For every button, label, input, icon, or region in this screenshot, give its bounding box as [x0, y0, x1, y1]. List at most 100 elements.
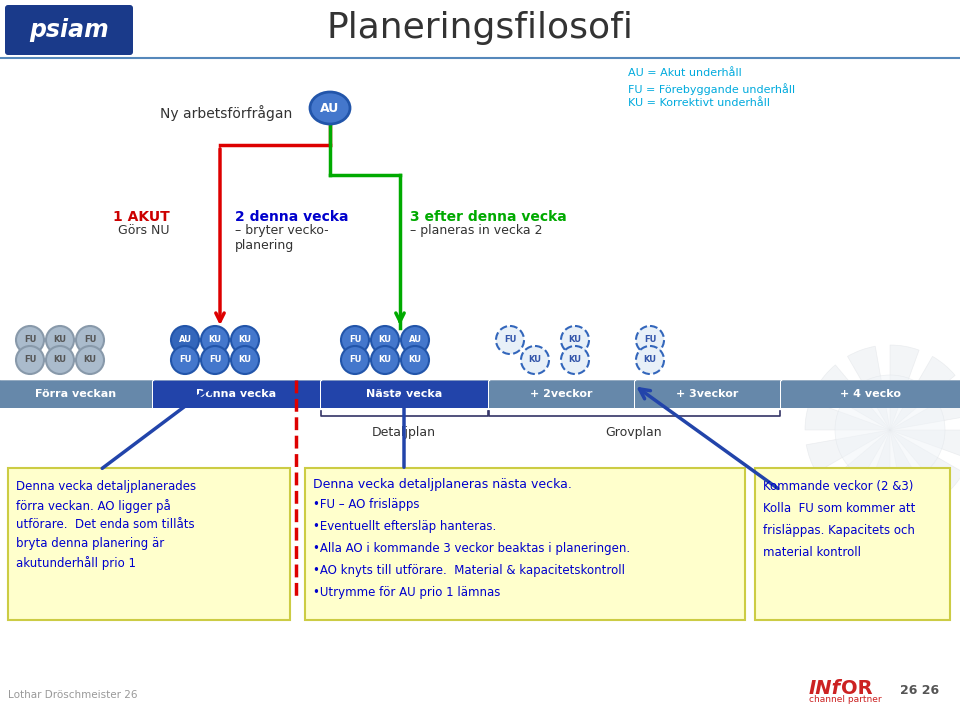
Text: – planeras in vecka 2: – planeras in vecka 2 — [410, 224, 542, 237]
Text: Denna vecka detaljplanerades: Denna vecka detaljplanerades — [16, 480, 196, 493]
Text: KU: KU — [378, 356, 392, 364]
Text: AU = Akut underhåll: AU = Akut underhåll — [628, 68, 742, 78]
Wedge shape — [806, 430, 890, 472]
Text: channel partner: channel partner — [808, 696, 881, 704]
Text: KU: KU — [238, 356, 252, 364]
Text: FU: FU — [24, 336, 36, 344]
Text: KU: KU — [643, 356, 657, 364]
Text: KU: KU — [378, 336, 392, 344]
Text: Kommande veckor (2 &3): Kommande veckor (2 &3) — [763, 480, 913, 493]
Circle shape — [835, 375, 945, 485]
Wedge shape — [890, 356, 955, 430]
Text: KU: KU — [409, 356, 421, 364]
Text: Denna vecka detaljplaneras nästa vecka.: Denna vecka detaljplaneras nästa vecka. — [313, 478, 572, 491]
Circle shape — [371, 346, 399, 374]
Circle shape — [16, 326, 44, 354]
Text: Ny arbetsförfrågan: Ny arbetsförfrågan — [160, 105, 292, 121]
Text: Denna vecka: Denna vecka — [197, 389, 276, 399]
Bar — [635, 380, 780, 408]
Text: bryta denna planering är: bryta denna planering är — [16, 537, 164, 550]
Text: frisläppas. Kapacitets och: frisläppas. Kapacitets och — [763, 524, 915, 537]
Circle shape — [636, 326, 664, 354]
Wedge shape — [890, 430, 932, 514]
Wedge shape — [848, 346, 890, 430]
Bar — [153, 380, 320, 408]
Text: – bryter vecko-
planering: – bryter vecko- planering — [235, 224, 328, 252]
Text: KU = Korrektivt underhåll: KU = Korrektivt underhåll — [628, 98, 770, 108]
Text: Förra veckan: Förra veckan — [36, 389, 116, 399]
Bar — [489, 380, 634, 408]
Circle shape — [561, 326, 589, 354]
Text: KU: KU — [529, 356, 541, 364]
Circle shape — [636, 346, 664, 374]
Circle shape — [561, 346, 589, 374]
Circle shape — [171, 326, 199, 354]
Circle shape — [16, 346, 44, 374]
Text: •FU – AO frisläpps: •FU – AO frisläpps — [313, 498, 420, 511]
Circle shape — [76, 326, 104, 354]
Text: FU: FU — [644, 336, 657, 344]
Text: 2 denna vecka: 2 denna vecka — [235, 210, 348, 224]
Text: 1 AKUT: 1 AKUT — [113, 210, 170, 224]
Text: + 3veckor: + 3veckor — [676, 389, 738, 399]
Circle shape — [371, 326, 399, 354]
Wedge shape — [890, 345, 919, 430]
Bar — [321, 380, 488, 408]
Text: KU: KU — [84, 356, 97, 364]
FancyBboxPatch shape — [755, 468, 950, 620]
Text: + 4 vecko: + 4 vecko — [840, 389, 901, 399]
Wedge shape — [890, 430, 960, 495]
Circle shape — [46, 326, 74, 354]
Text: Lothar Dröschmeister 26: Lothar Dröschmeister 26 — [8, 690, 137, 700]
Text: FU: FU — [348, 336, 361, 344]
Text: FU: FU — [504, 336, 516, 344]
Text: Planeringsfilosofi: Planeringsfilosofi — [326, 11, 634, 45]
Text: KU: KU — [54, 336, 66, 344]
Circle shape — [171, 346, 199, 374]
Text: •Alla AO i kommande 3 veckor beaktas i planeringen.: •Alla AO i kommande 3 veckor beaktas i p… — [313, 542, 630, 555]
Wedge shape — [816, 365, 890, 430]
Text: AU: AU — [321, 102, 340, 114]
Text: KU: KU — [208, 336, 222, 344]
Wedge shape — [825, 430, 890, 503]
Text: utförare.  Det enda som tillåts: utförare. Det enda som tillåts — [16, 518, 195, 531]
Bar — [0, 380, 152, 408]
Text: material kontroll: material kontroll — [763, 546, 861, 559]
Text: Detaljplan: Detaljplan — [372, 426, 436, 439]
Circle shape — [201, 326, 229, 354]
Circle shape — [341, 346, 369, 374]
Circle shape — [76, 346, 104, 374]
Text: 26 26: 26 26 — [900, 684, 940, 697]
Text: KU: KU — [568, 356, 582, 364]
Circle shape — [46, 346, 74, 374]
Text: + 2veckor: + 2veckor — [530, 389, 592, 399]
Wedge shape — [890, 388, 960, 430]
Text: psiam: psiam — [29, 18, 108, 42]
FancyBboxPatch shape — [305, 468, 745, 620]
Text: Nästa vecka: Nästa vecka — [367, 389, 443, 399]
Circle shape — [496, 326, 524, 354]
Ellipse shape — [310, 92, 350, 124]
Text: Görs NU: Görs NU — [118, 224, 170, 237]
FancyBboxPatch shape — [8, 468, 290, 620]
Text: akutunderhåll prio 1: akutunderhåll prio 1 — [16, 556, 136, 570]
Text: FU: FU — [348, 356, 361, 364]
Wedge shape — [890, 430, 960, 459]
Circle shape — [341, 326, 369, 354]
Text: AU: AU — [179, 336, 191, 344]
Circle shape — [401, 346, 429, 374]
Text: •AO knyts till utförare.  Material & kapacitetskontroll: •AO knyts till utförare. Material & kapa… — [313, 564, 625, 577]
Wedge shape — [805, 401, 890, 430]
Text: •Utrymme för AU prio 1 lämnas: •Utrymme för AU prio 1 lämnas — [313, 586, 500, 599]
Text: Grovplan: Grovplan — [606, 426, 662, 439]
Circle shape — [231, 346, 259, 374]
FancyBboxPatch shape — [5, 5, 133, 55]
Text: FU: FU — [209, 356, 221, 364]
Text: KU: KU — [54, 356, 66, 364]
Circle shape — [401, 326, 429, 354]
Text: KU: KU — [238, 336, 252, 344]
Text: OR: OR — [841, 679, 873, 697]
Bar — [781, 380, 960, 408]
Text: AU: AU — [409, 336, 421, 344]
Text: •Eventuellt eftersläp hanteras.: •Eventuellt eftersläp hanteras. — [313, 520, 496, 533]
